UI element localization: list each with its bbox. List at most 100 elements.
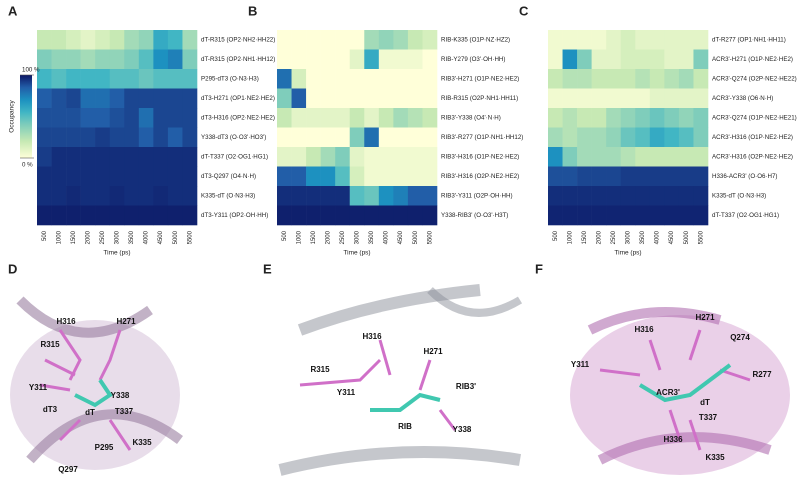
row-label: dT-R277 (OP1·NH1·HH11) <box>712 36 786 43</box>
heatmap-cell <box>277 166 292 187</box>
heatmap-cell <box>167 108 183 128</box>
heatmap-cell <box>577 127 592 148</box>
structure-art <box>10 284 790 476</box>
heatmap-cell <box>124 30 140 50</box>
heatmap-cell <box>562 205 578 226</box>
row-label: dT-T337 (O2·OG1·HG1) <box>201 153 268 160</box>
heatmap-cell <box>95 49 111 70</box>
heatmap-cell <box>649 166 665 187</box>
heatmap-cell <box>693 127 709 148</box>
heatmap-cell <box>95 186 111 206</box>
heatmap-cell <box>182 69 198 89</box>
heatmap-cell <box>306 205 321 226</box>
heatmap-cell <box>167 30 183 50</box>
heatmap-cell <box>66 88 81 109</box>
heatmap-cell <box>167 147 183 167</box>
heatmap-cell <box>422 186 438 206</box>
x-axis-label: Time (ps) <box>614 250 641 257</box>
heatmap-cell <box>335 49 351 70</box>
row-label: RIB-K335 (O1P·NZ·HZ2) <box>441 36 510 43</box>
heatmap-cell <box>562 49 578 70</box>
heatmap-cell <box>606 108 622 128</box>
colorbar <box>20 75 32 158</box>
heatmap-cell <box>678 127 694 148</box>
heatmap-cell <box>635 69 651 89</box>
heatmap-cell <box>153 69 169 89</box>
heatmap-cell <box>335 30 351 50</box>
heatmap-cell <box>422 30 438 50</box>
colorbar-tick-label: 100 % <box>22 67 40 74</box>
heatmap-cell <box>635 205 651 226</box>
heatmap-cell <box>182 88 198 109</box>
heatmap-cell <box>109 147 125 167</box>
heatmap-cell <box>407 69 423 89</box>
row-label: dT-R315 (OP2·NH1·HH12) <box>201 56 275 63</box>
heatmap-cell <box>95 127 111 148</box>
heatmap-cell <box>364 108 380 128</box>
heatmap-cell <box>649 147 665 167</box>
heatmap-cell <box>678 147 694 167</box>
panel-label: C <box>519 3 529 18</box>
heatmap-cell <box>335 69 351 89</box>
heatmap-cell <box>153 166 169 187</box>
heatmap-cell <box>291 108 307 128</box>
heatmap-cell <box>182 30 198 50</box>
heatmap-cell <box>37 49 52 70</box>
heatmap-cell <box>37 88 52 109</box>
heatmap-cell <box>277 127 292 148</box>
heatmap-cell <box>664 49 680 70</box>
colorbar-label: Occupancy <box>9 99 16 132</box>
row-label: RIB3'-R277 (O1P·NH1·HH12) <box>441 134 523 141</box>
heatmap-cell <box>364 147 380 167</box>
heatmap-cell <box>562 186 578 206</box>
heatmap-cell <box>378 166 394 187</box>
x-tick-label: 2000 <box>325 230 331 244</box>
x-tick-label: 3500 <box>129 230 135 244</box>
heatmap-cell <box>320 30 336 50</box>
x-tick-label: 1000 <box>56 230 62 244</box>
residue-label: Q297 <box>58 465 78 474</box>
heatmap-cell <box>153 30 169 50</box>
heatmap-cell <box>649 49 665 70</box>
heatmap-cell <box>153 205 169 226</box>
heatmap-cell <box>378 88 394 109</box>
heatmap-cell <box>109 186 125 206</box>
x-tick-label: 1500 <box>311 230 317 244</box>
residue-label: Y338 <box>111 391 130 400</box>
heatmap-cell <box>335 186 351 206</box>
heatmap-cell <box>66 147 81 167</box>
row-label: ACR3'-Q274 (O1P·NE2·HE21) <box>712 114 797 121</box>
heatmap-cell <box>678 205 694 226</box>
heatmap-cell <box>635 186 651 206</box>
heatmap-cell <box>635 30 651 50</box>
heatmap-cell <box>649 69 665 89</box>
heatmap-cell <box>606 49 622 70</box>
x-tick-label: 3000 <box>626 230 632 244</box>
row-label: ACR3'-Q274 (O2P·NE2·HE22) <box>712 75 797 82</box>
heatmap-cell <box>138 166 154 187</box>
heatmap-cell <box>277 205 292 226</box>
colorbar-tick-label: 0 % <box>22 162 33 169</box>
row-label: dT3-H271 (OP1·NE2·HE2) <box>201 95 275 102</box>
heatmap-cell <box>678 186 694 206</box>
heatmap-cell <box>80 205 96 226</box>
heatmap-cell <box>591 69 607 89</box>
x-tick-label: 4500 <box>398 230 404 244</box>
row-label: RIB3'-H271 (O1P·NE2·HE2) <box>441 75 519 82</box>
heatmap-cell <box>407 88 423 109</box>
heatmap-cell <box>306 186 321 206</box>
heatmap-cell <box>66 166 81 187</box>
heatmap-cell <box>138 49 154 70</box>
heatmap-cell <box>364 186 380 206</box>
heatmap-cell <box>95 69 111 89</box>
heatmap-cell <box>422 108 438 128</box>
heatmap-cell <box>349 127 365 148</box>
heatmap-cell <box>664 127 680 148</box>
heatmap-cell <box>664 205 680 226</box>
heatmap-cell <box>80 186 96 206</box>
x-tick-label: 5000 <box>684 230 690 244</box>
heatmap-cell <box>320 205 336 226</box>
heatmap-cell <box>80 30 96 50</box>
heatmap-cell <box>548 88 563 109</box>
residue-label: R315 <box>40 340 60 349</box>
